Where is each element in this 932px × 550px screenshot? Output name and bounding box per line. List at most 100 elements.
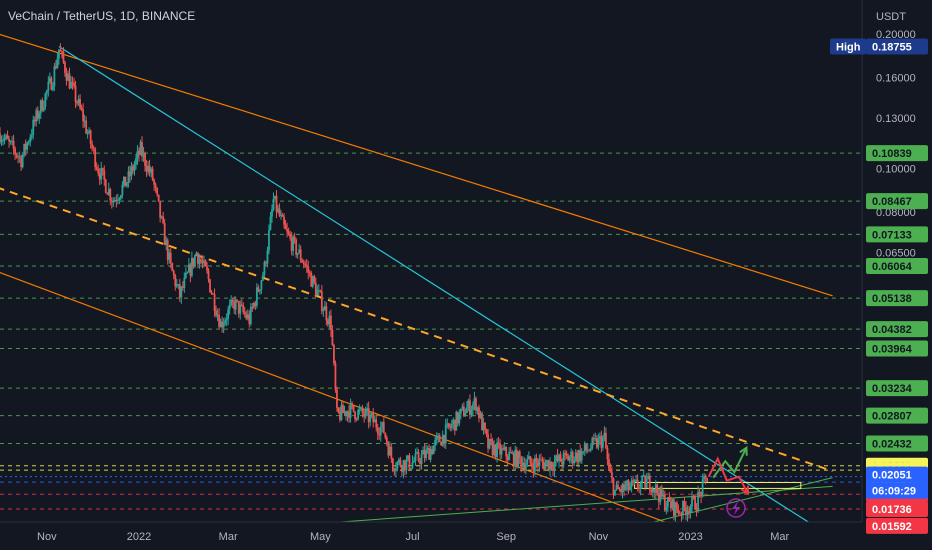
high-label-badge: High [830, 38, 866, 55]
candle-190 [286, 222, 288, 238]
candle-334 [503, 442, 506, 451]
candle-346 [521, 456, 524, 469]
candle-291 [438, 433, 441, 443]
candle-326 [491, 437, 494, 459]
level-badge-3: 0.06064 [866, 257, 928, 274]
candle-body [129, 171, 131, 177]
candle-body [470, 409, 473, 415]
candle-body [617, 484, 619, 490]
candle-body [257, 287, 260, 292]
candle-body [281, 215, 284, 217]
candle-399 [601, 435, 604, 451]
candle-379 [571, 450, 574, 469]
candle-body [565, 453, 568, 456]
candle-1 [0, 135, 3, 146]
candle-368 [555, 454, 557, 467]
candle-body [240, 304, 243, 306]
candle-body [608, 459, 610, 469]
candle-body [688, 510, 690, 514]
candle-body [106, 192, 109, 195]
chart-pane[interactable] [0, 0, 862, 522]
candle-10 [14, 146, 17, 160]
candle-body [77, 99, 80, 104]
last-price-badge: 0.02051 [866, 466, 928, 483]
candle-body [402, 460, 405, 472]
candle-body [169, 252, 172, 264]
candle-body [333, 344, 335, 364]
candle-297 [447, 422, 450, 430]
candle-body [48, 77, 51, 82]
lightning-icon[interactable] [726, 498, 746, 518]
candle-body [29, 137, 32, 143]
candle-body [295, 239, 298, 255]
candle-440 [663, 490, 666, 512]
candle-456 [688, 505, 690, 519]
time-tick-1: 2022 [127, 531, 151, 543]
candle-403 [608, 453, 610, 471]
candle-462 [697, 485, 699, 514]
candle-321 [484, 422, 486, 434]
candle-258 [388, 441, 391, 456]
candle-217 [326, 318, 329, 328]
candle-93 [139, 139, 142, 156]
candle-body [355, 418, 358, 420]
candle-349 [526, 454, 529, 467]
candle-body [73, 82, 75, 86]
candle-body [413, 460, 415, 462]
time-axis[interactable] [0, 522, 862, 550]
candle-body [325, 306, 328, 321]
candle-427 [644, 474, 647, 491]
candle-body [79, 99, 81, 108]
candle-body [449, 427, 452, 429]
candle-body [414, 453, 417, 461]
price-tick-3: 0.10000 [876, 164, 916, 176]
time-tick-labels: Nov 2022 Mar May Jul Sep Nov 2023 Mar [37, 531, 789, 543]
candle-body [216, 314, 219, 316]
candle-20 [29, 133, 32, 147]
candle-454 [685, 501, 687, 521]
time-tick-4: Jul [405, 531, 419, 543]
candle-74 [110, 197, 113, 209]
candle-body [204, 260, 207, 267]
candle-body [130, 166, 133, 177]
level-badge-4: 0.05138 [866, 290, 928, 307]
candle-body [260, 280, 263, 290]
candle-333 [502, 444, 505, 451]
candle-body [20, 156, 23, 168]
candle-287 [432, 445, 435, 455]
candle-11 [15, 153, 18, 159]
candle-308 [464, 408, 467, 417]
time-tick-3: May [310, 531, 331, 543]
candle-420 [633, 478, 636, 486]
candle-182 [274, 195, 276, 200]
candle-372 [561, 458, 563, 470]
lower-channel-line [0, 271, 735, 549]
candle-body [370, 413, 373, 416]
level-badge-1-bg [866, 193, 928, 210]
candle-56 [83, 114, 86, 128]
candle-body [431, 449, 434, 454]
candle-body [523, 462, 526, 470]
candle-459 [692, 494, 695, 500]
candle-181 [272, 192, 275, 212]
candle-body [180, 286, 183, 298]
countdown-badge-text: 06:09:29 [872, 486, 916, 498]
candle-body [284, 224, 287, 230]
candle-421 [635, 474, 638, 482]
candle-body [488, 439, 491, 449]
candle-461 [695, 503, 698, 517]
candle-body [70, 82, 72, 89]
candle-body [53, 66, 56, 87]
horizontal-levels [0, 152, 862, 527]
candle-body [490, 439, 492, 442]
candle-body [121, 184, 124, 196]
candle-23 [33, 116, 36, 127]
candle-body [644, 475, 647, 488]
candle-body [36, 110, 39, 119]
candle-75 [112, 197, 115, 208]
candle-body [95, 167, 98, 169]
candle-body [157, 194, 160, 202]
candle-364 [549, 457, 551, 476]
candle-316 [476, 406, 479, 415]
